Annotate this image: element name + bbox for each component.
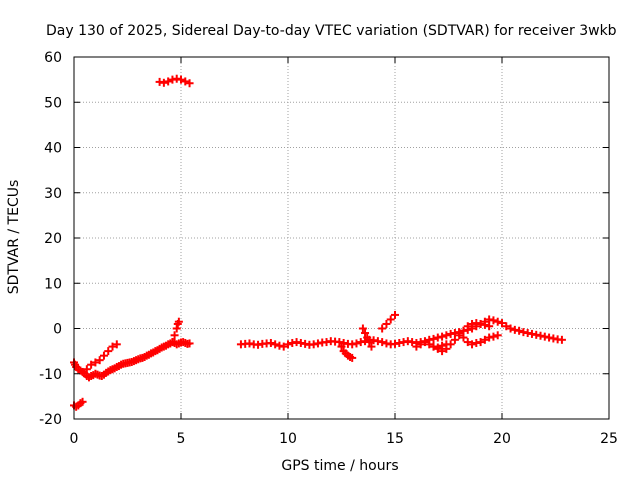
data-point	[493, 317, 502, 326]
data-point	[378, 338, 387, 347]
data-point	[185, 79, 194, 88]
y-axis-label: SDTVAR / TECUs	[6, 180, 22, 295]
data-point	[386, 315, 395, 324]
y-tick-label: 30	[44, 186, 62, 202]
data-point	[177, 75, 185, 84]
data-point	[412, 342, 421, 351]
data-point	[476, 338, 485, 347]
data-point	[87, 360, 96, 369]
data-point	[91, 358, 100, 367]
y-tick-label: 20	[44, 231, 62, 247]
data-point	[337, 342, 346, 351]
data-point	[450, 335, 459, 344]
axis-ticks: 0 5 10 15 20 25 -20 -10 0 10 20 30 40 50 60	[39, 50, 618, 447]
grid	[74, 57, 609, 419]
data-point	[181, 77, 190, 86]
data-point	[358, 324, 367, 333]
data-point	[429, 334, 438, 343]
data-point	[480, 335, 489, 344]
data-point	[438, 332, 447, 341]
data-point	[365, 338, 374, 347]
y-tick-label: -20	[39, 412, 62, 428]
y-tick-label: -10	[39, 367, 62, 383]
data-point	[284, 340, 292, 349]
y-tick-label: 0	[53, 322, 62, 338]
x-tick-label: 10	[279, 431, 297, 447]
data-point	[459, 333, 468, 342]
data-point	[348, 353, 357, 362]
y-tick-label: 60	[44, 50, 62, 66]
data-point	[459, 326, 468, 335]
data-point	[506, 324, 515, 333]
data-point	[438, 341, 447, 350]
x-tick-label: 0	[70, 431, 79, 447]
data-point	[515, 326, 524, 335]
data-point	[99, 351, 108, 360]
data-point	[433, 343, 442, 352]
data-point	[174, 317, 183, 326]
data-point	[168, 338, 177, 347]
data-point	[164, 77, 173, 86]
data-point	[498, 319, 506, 328]
data-point	[159, 78, 168, 87]
x-tick-label: 20	[493, 431, 511, 447]
y-tick-label: 10	[44, 276, 62, 292]
data-point	[485, 322, 494, 331]
data-point	[95, 356, 104, 365]
data-point	[367, 342, 376, 351]
data-point	[361, 329, 370, 338]
data-point	[352, 339, 361, 348]
data-point	[271, 340, 280, 349]
data-point	[363, 333, 372, 342]
y-tick-label: 50	[44, 95, 62, 111]
data-point	[442, 331, 451, 340]
data-point	[420, 338, 429, 347]
data-point	[382, 319, 391, 328]
y-tick-label: 40	[44, 141, 62, 157]
x-tick-label: 25	[600, 431, 618, 447]
data-point	[108, 342, 117, 351]
data-series	[70, 74, 566, 411]
data-point	[557, 335, 566, 344]
data-point	[391, 310, 399, 319]
data-point	[279, 342, 288, 351]
data-point	[502, 322, 511, 331]
data-point	[463, 338, 472, 347]
data-point	[416, 340, 425, 349]
data-point	[172, 324, 181, 333]
data-point	[442, 340, 451, 349]
data-point	[104, 347, 113, 356]
data-point	[468, 340, 477, 349]
data-point	[455, 331, 464, 340]
data-point	[425, 340, 434, 349]
data-point	[378, 324, 387, 333]
data-point	[463, 322, 472, 331]
x-axis-label: GPS time / hours	[281, 458, 398, 474]
data-point	[82, 365, 91, 374]
data-point	[78, 397, 87, 406]
data-point	[185, 339, 194, 348]
data-point	[493, 331, 502, 340]
x-tick-label: 5	[177, 431, 186, 447]
data-point	[489, 332, 498, 341]
data-point	[480, 320, 489, 329]
data-point	[170, 331, 179, 340]
data-point	[266, 338, 275, 347]
x-tick-label: 15	[386, 431, 404, 447]
data-point	[489, 316, 498, 325]
data-point	[112, 340, 121, 349]
chart-title: Day 130 of 2025, Sidereal Day-to-day VTE…	[46, 23, 617, 39]
